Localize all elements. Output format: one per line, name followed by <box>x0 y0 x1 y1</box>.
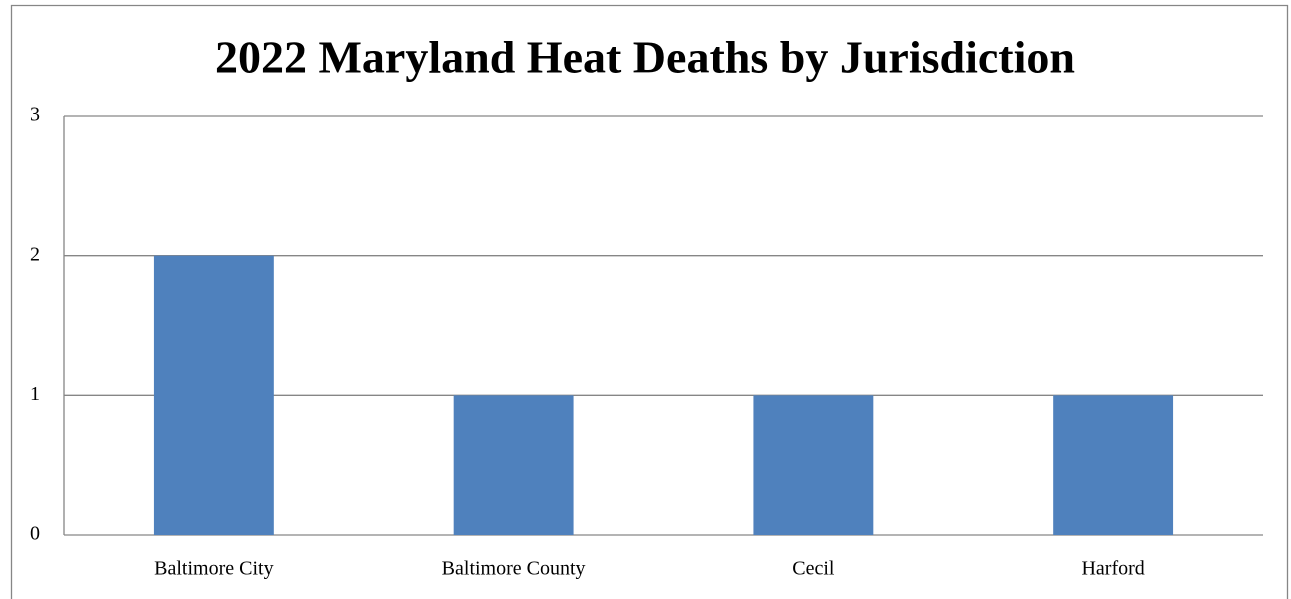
bar <box>153 255 274 535</box>
bar <box>753 395 874 535</box>
chart-title: 2022 Maryland Heat Deaths by Jurisdictio… <box>215 32 1075 83</box>
y-tick-label: 1 <box>30 383 40 405</box>
y-tick-label: 3 <box>30 104 40 126</box>
y-tick-label: 0 <box>30 523 40 545</box>
x-tick-label: Baltimore City <box>154 558 273 580</box>
chart-border <box>10 4 1289 599</box>
x-tick-label: Cecil <box>792 558 835 580</box>
x-tick-label: Baltimore County <box>442 558 586 580</box>
bar <box>1053 395 1174 535</box>
y-tick-label: 2 <box>30 243 40 265</box>
bar <box>453 395 574 535</box>
x-tick-label: Harford <box>1081 558 1144 580</box>
